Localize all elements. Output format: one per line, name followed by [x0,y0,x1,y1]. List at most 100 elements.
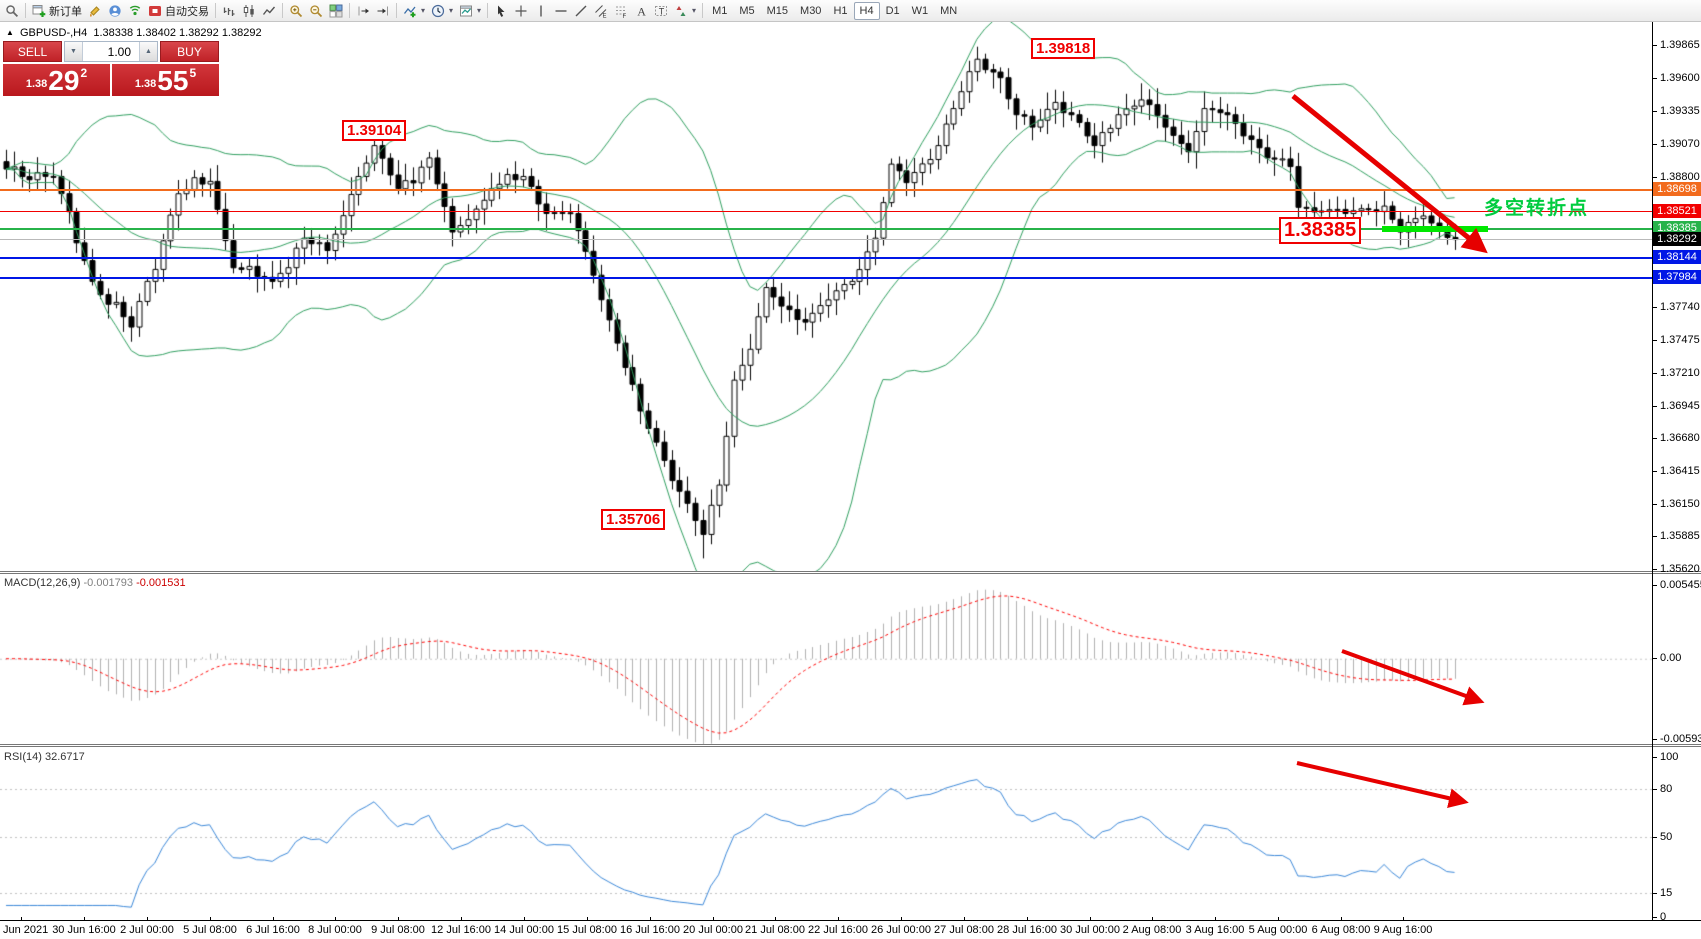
price-tick-label: 1.38800 [1660,171,1700,183]
time-label: 2 Jul 00:00 [120,924,174,936]
price-annotation[interactable]: 1.38385 [1279,217,1362,244]
timeframe-m1-button[interactable]: M1 [712,4,728,17]
arrows-tool-button[interactable]: ▾ [671,2,699,20]
rsi-tick-label: 50 [1660,831,1673,843]
timeframe-d1-button[interactable]: D1 [885,4,900,17]
price-annotation[interactable]: 1.39104 [342,120,407,142]
buy-button[interactable]: BUY [160,41,219,62]
timeframe-h1-button[interactable]: H1 [833,4,848,17]
support-line-green[interactable] [0,228,1652,230]
volume-down-button[interactable]: ▼ [65,42,83,61]
support-line-blue-1[interactable] [0,257,1652,259]
resistance-line-orange[interactable] [0,189,1652,191]
main-chart-canvas[interactable] [0,22,1652,573]
indicators-button[interactable]: ▾ [400,2,428,20]
price-tick [1652,471,1657,472]
symbol-bar: ▲ GBPUSD-,H4 1.38338 1.38402 1.38292 1.3… [6,27,262,39]
rsi-tick [1652,917,1657,918]
timeframe-w1-button[interactable]: W1 [911,4,929,17]
buy-price-box[interactable]: 1.38 55 5 [112,64,219,96]
time-tick [713,917,714,921]
time-tick [84,917,85,921]
zoom-out-button[interactable] [306,2,326,20]
channel-icon: E [594,4,608,19]
periods-dropdown-icon[interactable]: ▾ [449,6,454,15]
bar-chart-button[interactable] [219,2,239,20]
support-highlight-bar[interactable] [1382,226,1488,232]
macd-panel-separator[interactable] [0,571,1701,574]
line-chart-button[interactable] [259,2,279,20]
indicators-dropdown-icon[interactable]: ▾ [421,6,426,15]
macd-chart-canvas[interactable] [0,576,1652,744]
indicators-icon [403,4,417,18]
tile-windows-button[interactable] [326,2,346,20]
candlestick-chart-button[interactable] [239,2,259,20]
time-tick [1027,917,1028,921]
volume-value[interactable]: 1.00 [107,44,131,59]
auto-scroll-icon [356,4,370,18]
sell-price-box[interactable]: 1.38 29 2 [3,64,110,96]
price-tick-label: 1.39070 [1660,138,1700,150]
chart-shift-button[interactable] [373,2,393,20]
time-label: 9 Jul 08:00 [371,924,425,936]
zoom-in-button[interactable] [286,2,306,20]
price-tick [1652,307,1657,308]
cursor-tool-button[interactable] [491,2,511,20]
svg-text:F: F [623,13,627,17]
time-tick [21,917,22,921]
rsi-chart-canvas[interactable] [0,749,1652,919]
timeframe-h4-button[interactable]: H4 [853,1,880,20]
time-label: 21 Jul 08:00 [745,924,805,936]
styles-button[interactable] [85,2,105,20]
crosshair-tool-button[interactable] [511,2,531,20]
current-price-line[interactable] [0,239,1652,240]
signals-button[interactable] [125,2,145,20]
time-label: 8 Jul 00:00 [308,924,362,936]
new-order-icon [32,4,46,18]
profile-button[interactable] [105,2,125,20]
text-label-tool-button[interactable]: T [651,2,671,20]
trendline-tool-button[interactable] [571,2,591,20]
auto-scroll-button[interactable] [353,2,373,20]
support-line-blue-2[interactable] [0,277,1652,279]
arrows-tool-dropdown-icon[interactable]: ▾ [692,6,697,15]
templates-button[interactable]: ▾ [456,2,484,20]
equidistant-channel-tool-button[interactable]: E [591,2,611,20]
periods-button[interactable]: ▾ [428,2,456,20]
auto-trading-button[interactable]: 自动交易 [145,2,212,20]
timeframe-m15-button[interactable]: M15 [766,4,789,17]
rsi-tick-label: 0 [1660,911,1667,923]
toolbar-separator [25,3,26,18]
price-tick [1652,45,1657,46]
one-click-trading-panel: SELL ▼ 1.00 ▲ BUY 1.38 29 2 1.38 55 5 [3,41,219,96]
new-order-button[interactable]: 新订单 [29,2,85,20]
price-annotation[interactable]: 1.39818 [1031,38,1096,60]
templates-dropdown-icon[interactable]: ▾ [477,6,482,15]
label-icon: T [654,4,668,18]
styles-icon [88,4,102,18]
chinese-annotation[interactable]: 多空转折点 [1484,198,1590,219]
rsi-panel-separator[interactable] [0,744,1701,747]
price-tick [1652,111,1657,112]
time-label: 6 Jul 16:00 [246,924,300,936]
price-tick-label: 1.37475 [1660,334,1700,346]
fibonacci-tool-button[interactable]: F [611,2,631,20]
resistance-line-red[interactable] [0,211,1652,212]
text-tool-button[interactable]: A [631,2,651,20]
price-badge: 1.38292 [1653,232,1701,246]
macd-tick-label: -0.005938 [1660,733,1701,745]
horizontal-line-tool-button[interactable] [551,2,571,20]
timeframe-mn-button[interactable]: MN [940,4,958,17]
price-annotation[interactable]: 1.35706 [601,509,666,531]
price-badge: 1.38698 [1653,182,1701,196]
sell-button[interactable]: SELL [3,41,62,62]
collapse-triangle-icon[interactable]: ▲ [6,28,14,37]
rsi-tick [1652,757,1657,758]
price-badge: 1.38385 [1653,221,1701,235]
timeframe-m5-button[interactable]: M5 [739,4,755,17]
search-button[interactable] [2,2,22,20]
timeframe-m30-button[interactable]: M30 [800,4,822,17]
vertical-line-tool-button[interactable] [531,2,551,20]
volume-up-button[interactable]: ▲ [139,42,157,61]
price-tick-label: 1.39600 [1660,72,1700,84]
